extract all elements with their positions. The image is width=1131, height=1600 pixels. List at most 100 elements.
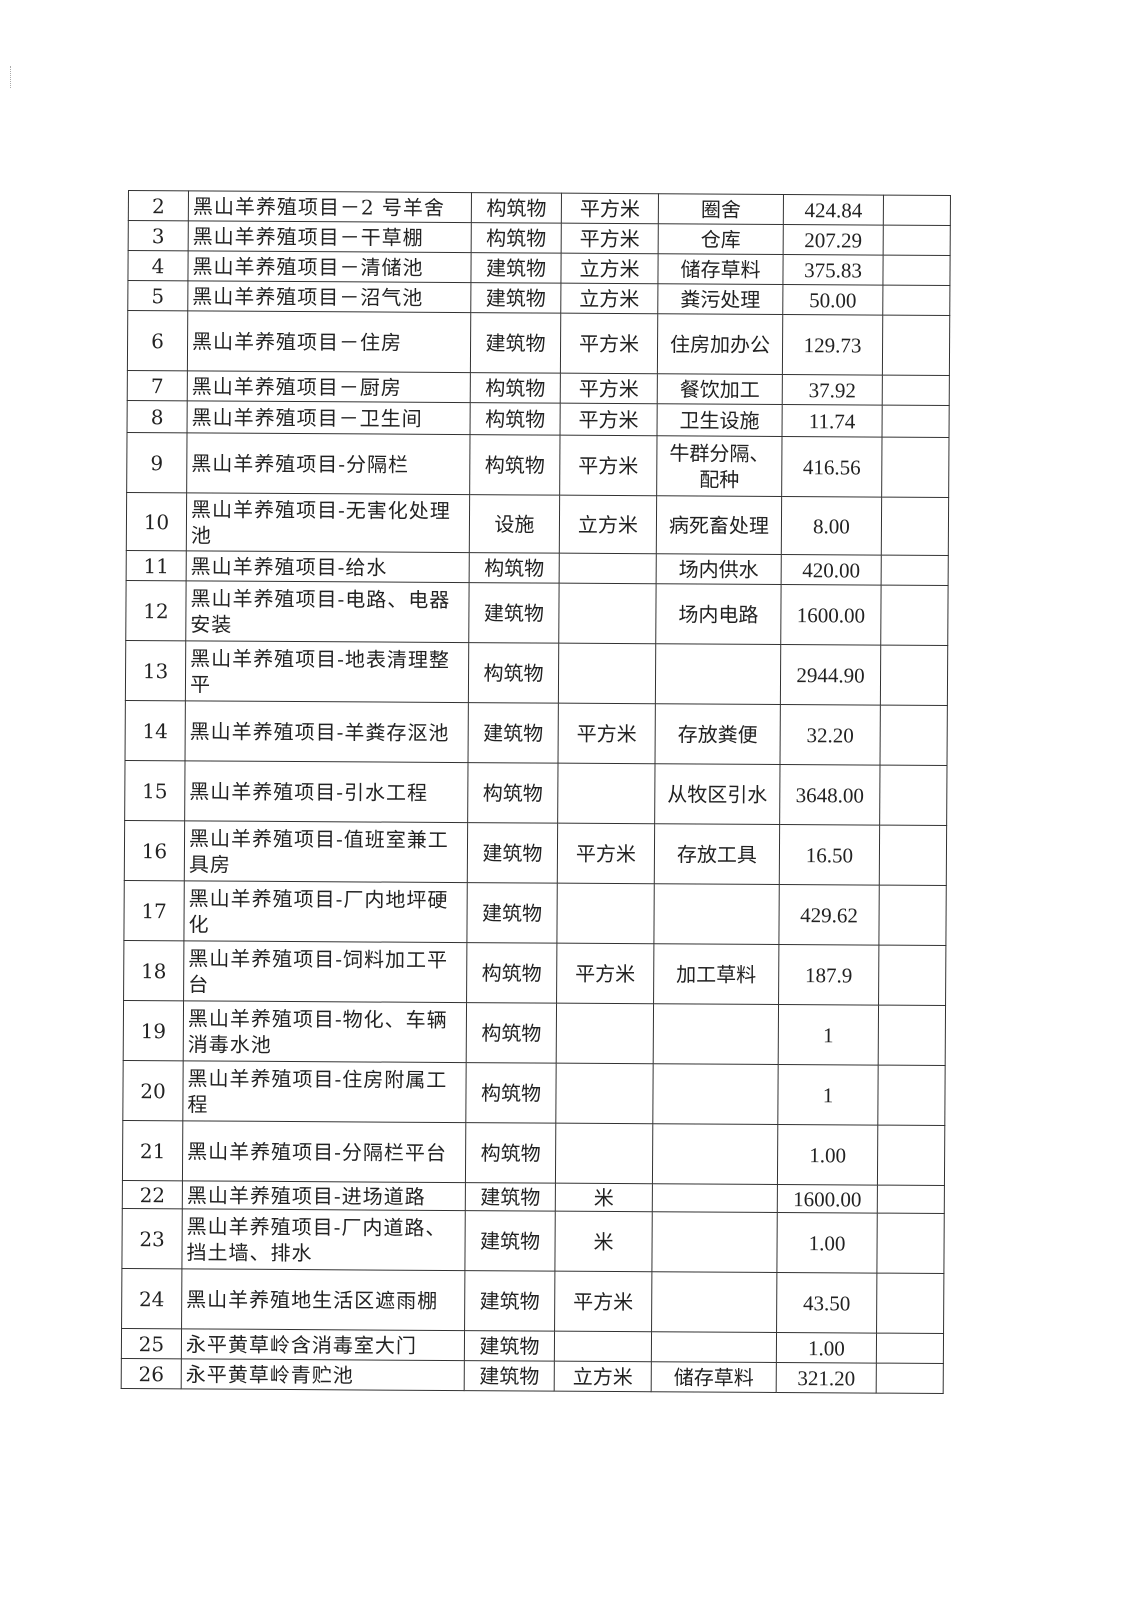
unit	[556, 883, 655, 944]
unit	[556, 1003, 654, 1064]
item-name: 黑山羊养殖项目－卫生间	[187, 400, 471, 435]
item-name: 黑山羊养殖项目-进场道路	[182, 1180, 466, 1211]
item-name: 黑山羊养殖项目-饲料加工平台	[183, 940, 467, 1003]
item-name: 黑山羊养殖项目－沼气池	[187, 280, 471, 313]
quantity: 375.83	[782, 254, 884, 286]
quantity: 129.73	[782, 314, 883, 376]
remarks	[876, 1333, 944, 1364]
usage: 圈舍	[658, 193, 784, 225]
unit: 平方米	[560, 373, 658, 404]
table-row: 8 黑山羊养殖项目－卫生间 构筑物 平方米 卫生设施 11.74	[127, 400, 950, 438]
scan-artifact	[10, 66, 17, 88]
row-number: 22	[122, 1180, 183, 1209]
structure-type: 构筑物	[469, 434, 561, 496]
asset-table-body: 2 黑山羊养殖项目－2 号羊舍 构筑物 平方米 圈舍 424.84 3 黑山羊养殖项目－干草棚…	[121, 190, 951, 1394]
row-number: 11	[126, 550, 187, 581]
item-name: 永平黄草岭含消毒室大门	[181, 1328, 465, 1361]
usage	[651, 1331, 777, 1363]
structure-type: 构筑物	[468, 642, 559, 704]
quantity: 1600.00	[777, 1184, 878, 1214]
unit	[557, 763, 656, 824]
table-row: 19 黑山羊养殖项目-物化、车辆消毒水池 构筑物 1	[123, 1000, 946, 1066]
table-row: 16 黑山羊养殖项目-值班室兼工具房 建筑物 平方米 存放工具 16.50	[124, 820, 947, 886]
remarks	[882, 405, 950, 438]
unit: 平方米	[559, 435, 658, 496]
item-name: 黑山羊养殖项目-电路、电器安装	[185, 580, 470, 643]
item-name: 黑山羊养殖项目-无害化处理池	[186, 492, 470, 553]
usage	[652, 1123, 778, 1185]
structure-type: 构筑物	[471, 222, 562, 254]
quantity: 416.56	[781, 436, 883, 498]
quantity: 43.50	[776, 1272, 877, 1334]
quantity: 50.00	[782, 284, 883, 316]
structure-type: 构筑物	[465, 1122, 556, 1184]
quantity: 2944.90	[780, 644, 881, 706]
remarks	[883, 225, 951, 256]
usage: 住房加办公	[657, 313, 783, 375]
quantity: 1.00	[776, 1212, 878, 1274]
remarks	[881, 437, 950, 498]
row-number: 15	[124, 760, 186, 821]
row-number: 2	[128, 190, 189, 221]
structure-type: 构筑物	[465, 1062, 557, 1124]
unit	[555, 1123, 653, 1184]
item-name: 黑山羊养殖地生活区遮雨棚	[181, 1268, 465, 1331]
remarks	[881, 555, 949, 586]
unit: 平方米	[561, 193, 659, 224]
table-row: 21 黑山羊养殖项目-分隔栏平台 构筑物 1.00	[122, 1120, 945, 1186]
quantity: 424.84	[783, 194, 884, 226]
item-name: 永平黄草岭青贮池	[181, 1358, 465, 1391]
unit: 平方米	[557, 823, 655, 884]
row-number: 12	[125, 580, 187, 641]
structure-type: 构筑物	[471, 192, 562, 224]
quantity: 429.62	[778, 884, 880, 946]
unit: 平方米	[560, 313, 658, 374]
unit	[558, 583, 657, 644]
usage: 牛群分隔、配种	[656, 435, 783, 497]
row-number: 5	[127, 280, 188, 311]
unit: 米	[554, 1211, 653, 1272]
row-number: 19	[123, 1000, 184, 1061]
row-number: 9	[126, 432, 188, 493]
unit: 立方米	[554, 1361, 652, 1392]
structure-type: 建筑物	[464, 1210, 556, 1272]
quantity: 1	[778, 1004, 879, 1066]
remarks	[877, 1065, 946, 1126]
table-row: 17 黑山羊养殖项目-厂内地坪硬化 建筑物 429.62	[123, 880, 947, 946]
structure-type: 构筑物	[466, 1002, 557, 1064]
quantity: 32.20	[780, 704, 881, 766]
remarks	[876, 1213, 945, 1274]
table-row: 20 黑山羊养殖项目-住房附属工程 构筑物 1	[122, 1060, 946, 1126]
structure-type: 构筑物	[467, 762, 559, 824]
usage	[653, 883, 780, 945]
remarks	[882, 285, 950, 316]
row-number: 7	[127, 370, 188, 401]
unit: 平方米	[558, 703, 656, 764]
unit: 立方米	[560, 253, 659, 284]
usage	[653, 1003, 779, 1065]
quantity: 420.00	[781, 554, 882, 586]
item-name: 黑山羊养殖项目-物化、车辆消毒水池	[183, 1000, 467, 1063]
row-number: 24	[121, 1268, 182, 1329]
item-name: 黑山羊养殖项目-分隔栏	[186, 432, 471, 495]
row-number: 14	[125, 700, 186, 761]
quantity: 1.00	[777, 1124, 878, 1186]
item-name: 黑山羊养殖项目-羊粪存沤池	[185, 700, 469, 763]
structure-type: 构筑物	[466, 942, 557, 1004]
row-number: 20	[122, 1060, 184, 1121]
unit: 平方米	[561, 223, 659, 254]
unit: 平方米	[560, 403, 658, 436]
structure-type: 设施	[469, 494, 560, 554]
item-name: 黑山羊养殖项目-住房附属工程	[182, 1060, 467, 1123]
structure-type: 建筑物	[468, 702, 559, 764]
table-row: 24 黑山羊养殖地生活区遮雨棚 建筑物 平方米 43.50	[121, 1268, 944, 1334]
remarks	[876, 1363, 944, 1394]
unit	[555, 1063, 654, 1124]
structure-type: 建筑物	[465, 1182, 556, 1212]
quantity: 16.50	[779, 824, 880, 886]
usage	[652, 1183, 778, 1213]
remarks	[878, 885, 947, 946]
remarks	[882, 255, 951, 286]
remarks	[880, 585, 949, 646]
structure-type: 建筑物	[464, 1360, 555, 1392]
